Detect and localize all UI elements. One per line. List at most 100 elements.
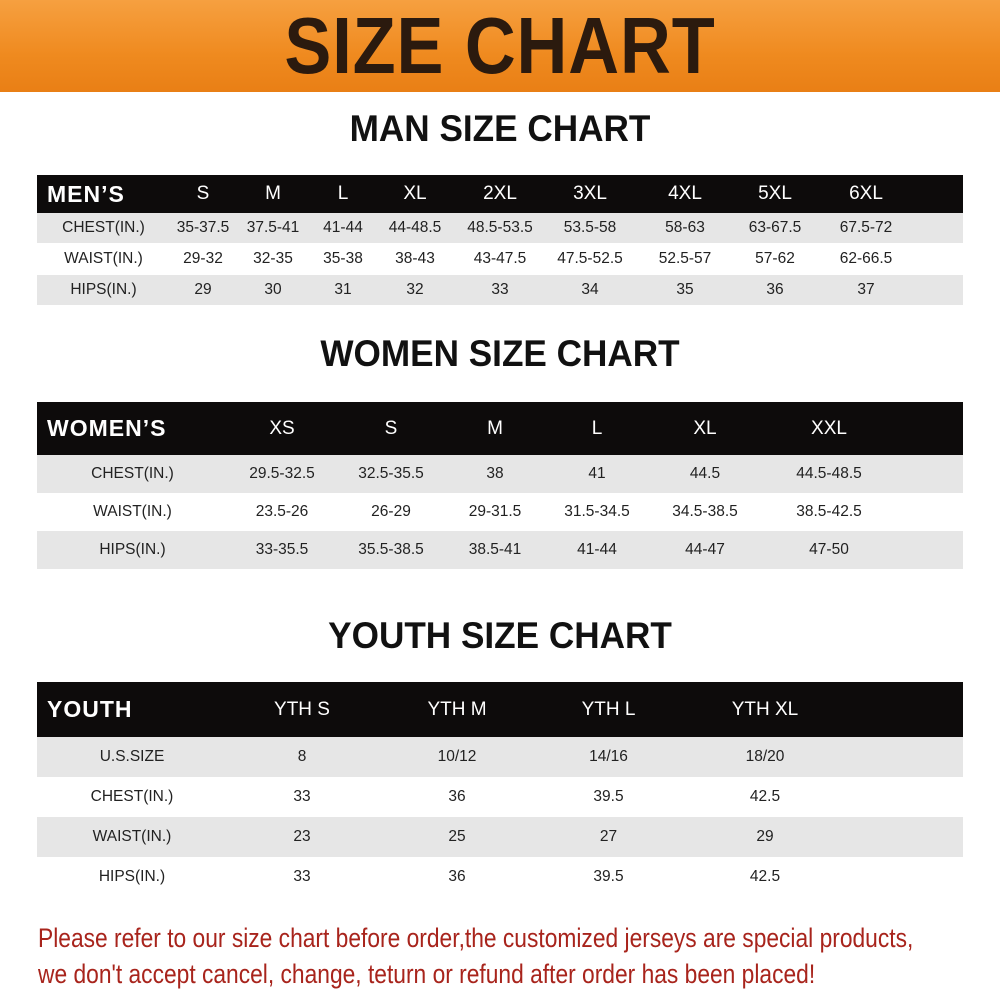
- size-cell: 5XL: [758, 183, 792, 204]
- size-cell: 33: [293, 788, 311, 805]
- size-cell: 29-31.5: [468, 503, 522, 520]
- size-cell: 36: [766, 281, 784, 298]
- size-cell: M: [265, 183, 281, 204]
- size-cell: 3XL: [573, 183, 607, 204]
- table-header-row: MEN’S S M L XL 2XL 3XL 4XL 5XL 6XL: [37, 175, 963, 213]
- size-cell: 38: [486, 465, 504, 482]
- size-cell: 62-66.5: [839, 250, 893, 267]
- size-cell: L: [591, 417, 603, 439]
- row-label: CHEST(IN.): [90, 788, 174, 805]
- table-row: CHEST(IN.) 33 36 39.5 42.5: [37, 777, 963, 817]
- size-cell: 35-38: [323, 250, 363, 267]
- page-title: SIZE CHART: [284, 1, 716, 90]
- size-cell: 48.5-53.5: [467, 219, 533, 236]
- table-row: HIPS(IN.) 29 30 31 32 33 34 35 36 37: [37, 275, 963, 305]
- size-cell: M: [487, 417, 503, 439]
- row-label: U.S.SIZE: [99, 748, 165, 765]
- size-cell: 58-63: [665, 219, 705, 236]
- size-cell: 34.5-38.5: [672, 503, 738, 520]
- table-row: HIPS(IN.) 33 36 39.5 42.5: [37, 857, 963, 897]
- size-cell: 29: [194, 281, 212, 298]
- row-label: CHEST(IN.): [62, 219, 145, 236]
- row-label: WAIST(IN.): [92, 828, 172, 845]
- table-row: HIPS(IN.) 33-35.5 35.5-38.5 38.5-41 41-44 44-…: [37, 531, 963, 569]
- men-size-table: MEN’S S M L XL 2XL 3XL 4XL 5XL 6XL CHEST(IN.) 35-37…: [37, 175, 963, 305]
- row-label: WAIST(IN.): [93, 503, 172, 520]
- row-label: HIPS(IN.): [98, 868, 166, 885]
- size-cell: 63-67.5: [748, 219, 802, 236]
- size-cell: 14/16: [589, 748, 628, 765]
- size-cell: 38.5-41: [468, 541, 522, 558]
- women-size-table: WOMEN’S XS S M L XL XXL CHEST(IN.) 29.5-32.5 32.5…: [37, 402, 963, 569]
- size-cell: XXL: [811, 417, 847, 439]
- youth-section-title: YOUTH SIZE CHART: [328, 615, 672, 656]
- size-cell: 33-35.5: [255, 541, 309, 558]
- row-label: CHEST(IN.): [91, 465, 174, 482]
- size-cell: 31: [334, 281, 352, 298]
- row-label: HIPS(IN.): [99, 541, 166, 558]
- size-cell: 32.5-35.5: [358, 465, 424, 482]
- size-cell: 39.5: [593, 788, 624, 805]
- table-header-row: YOUTH YTH S YTH M YTH L YTH XL: [37, 682, 963, 737]
- table-header-row: WOMEN’S XS S M L XL XXL: [37, 402, 963, 455]
- size-cell: 31.5-34.5: [564, 503, 630, 520]
- size-cell: 29-32: [183, 250, 223, 267]
- size-cell: 33: [293, 868, 311, 885]
- size-cell: 25: [448, 828, 466, 845]
- table-row: CHEST(IN.) 29.5-32.5 32.5-35.5 38 41 44.5 44.5…: [37, 455, 963, 493]
- size-cell: 6XL: [849, 183, 883, 204]
- table-row: WAIST(IN.) 29-32 32-35 35-38 38-43 43-47.5 47.…: [37, 243, 963, 275]
- size-cell: YTH L: [581, 698, 636, 720]
- size-cell: 37: [857, 281, 875, 298]
- size-cell: 41-44: [577, 541, 617, 558]
- size-cell: 30: [264, 281, 282, 298]
- size-cell: 67.5-72: [839, 219, 893, 236]
- size-cell: 41: [588, 465, 606, 482]
- size-cell: 43-47.5: [473, 250, 527, 267]
- size-cell: 35-37.5: [176, 219, 230, 236]
- size-cell: 8: [297, 748, 307, 765]
- size-cell: 27: [599, 828, 618, 845]
- size-cell: 2XL: [483, 183, 517, 204]
- size-cell: XL: [403, 183, 427, 204]
- size-cell: 41-44: [323, 219, 363, 236]
- size-cell: 10/12: [437, 748, 477, 765]
- size-cell: 44-48.5: [388, 219, 442, 236]
- table-row: WAIST(IN.) 23 25 27 29: [37, 817, 963, 857]
- size-cell: 18/20: [745, 748, 785, 765]
- row-label: WOMEN’S: [47, 415, 167, 441]
- size-cell: 37.5-41: [246, 219, 300, 236]
- size-cell: 32-35: [253, 250, 293, 267]
- size-cell: 35: [676, 281, 694, 298]
- size-cell: YTH XL: [731, 698, 799, 720]
- table-row: CHEST(IN.) 35-37.5 37.5-41 41-44 44-48.5 48.5…: [37, 213, 963, 243]
- notice-line-2: we don't accept cancel, change, teturn o…: [38, 959, 816, 989]
- row-label: WAIST(IN.): [64, 250, 143, 267]
- size-cell: 38-43: [395, 250, 435, 267]
- size-cell: 47-50: [809, 541, 849, 558]
- size-cell: L: [337, 183, 349, 204]
- table-row: U.S.SIZE 8 10/12 14/16 18/20: [37, 737, 963, 777]
- notice-line-1: Please refer to our size chart before or…: [38, 923, 914, 953]
- size-cell: 44.5: [689, 465, 721, 482]
- size-cell: 44-47: [685, 541, 725, 558]
- size-cell: 42.5: [749, 788, 781, 805]
- title-banner: SIZE CHART: [0, 0, 1000, 92]
- size-cell: XS: [269, 417, 295, 439]
- size-cell: 57-62: [755, 250, 795, 267]
- size-cell: 52.5-57: [658, 250, 712, 267]
- size-cell: 36: [448, 868, 466, 885]
- size-cell: 42.5: [749, 868, 781, 885]
- women-section-title: WOMEN SIZE CHART: [320, 333, 680, 374]
- size-cell: 33: [491, 281, 509, 298]
- size-cell: S: [196, 183, 210, 204]
- size-cell: YTH M: [427, 698, 487, 720]
- size-cell: 44.5-48.5: [796, 465, 862, 482]
- size-cell: 53.5-58: [563, 219, 617, 236]
- size-cell: 39.5: [593, 868, 624, 885]
- size-cell: 23: [293, 828, 311, 845]
- youth-size-table: YOUTH YTH S YTH M YTH L YTH XL U.S.SIZE 8 10/12…: [37, 682, 963, 897]
- row-label: MEN’S: [47, 180, 125, 207]
- size-cell: XL: [693, 417, 717, 439]
- order-notice: Please refer to our size chart before or…: [38, 920, 914, 992]
